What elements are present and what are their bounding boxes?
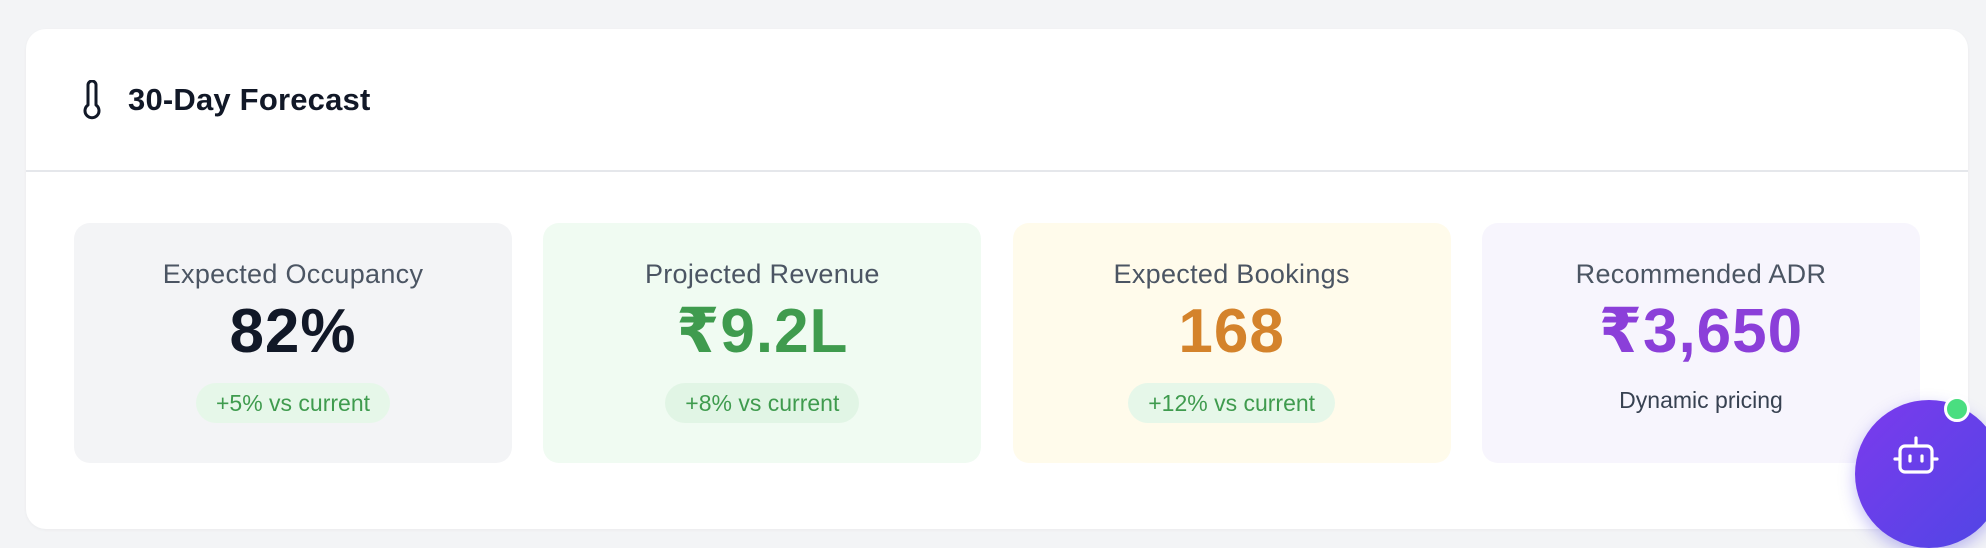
metric-label: Recommended ADR — [1575, 259, 1827, 289]
metric-label: Expected Occupancy — [162, 259, 424, 289]
forecast-card: 30-Day Forecast Expected Occupancy 82% +… — [26, 29, 1968, 529]
trend-badge: +12% vs current — [1128, 383, 1336, 423]
metric-value: ₹9.2L — [676, 297, 849, 366]
metric-note: Dynamic pricing — [1619, 387, 1783, 413]
metric-recommended-adr: Recommended ADR ₹3,650 Dynamic pricing — [1481, 223, 1920, 463]
online-status-dot — [1944, 396, 1970, 422]
thermometer-icon — [78, 79, 106, 120]
bot-icon — [1893, 434, 1939, 483]
metric-label: Expected Bookings — [1113, 259, 1350, 289]
metric-label: Projected Revenue — [644, 259, 880, 289]
metric-value: ₹3,650 — [1598, 297, 1804, 366]
metric-projected-revenue: Projected Revenue ₹9.2L +8% vs current — [543, 223, 982, 463]
forecast-title: 30-Day Forecast — [128, 81, 371, 117]
forecast-metrics: Expected Occupancy 82% +5% vs current Pr… — [74, 223, 1920, 463]
trend-badge: +5% vs current — [195, 383, 391, 423]
metric-expected-bookings: Expected Bookings 168 +12% vs current — [1012, 223, 1451, 463]
metric-expected-occupancy: Expected Occupancy 82% +5% vs current — [74, 223, 512, 463]
trend-badge: +8% vs current — [665, 383, 860, 423]
forecast-header: 30-Day Forecast — [26, 29, 1968, 172]
metric-value: 168 — [1178, 297, 1285, 366]
metric-value: 82% — [229, 297, 357, 366]
